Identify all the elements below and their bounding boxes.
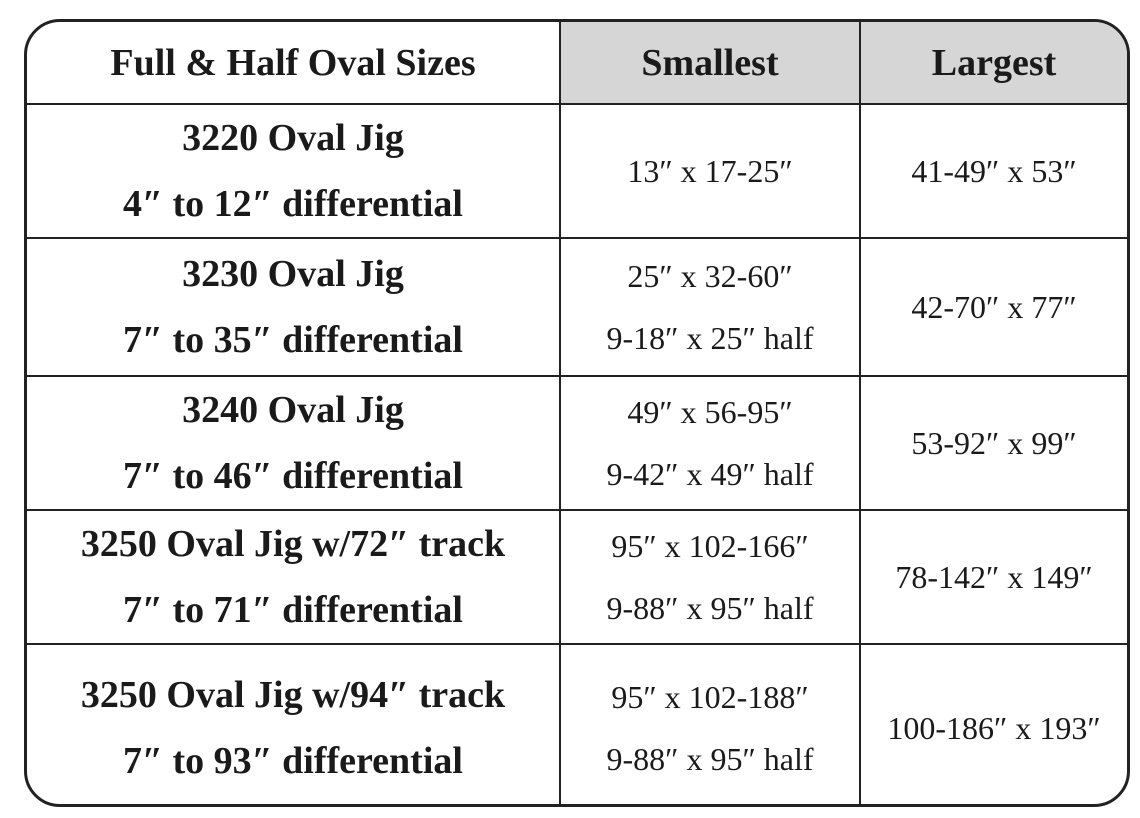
cell-line: 3250 Oval Jig w/72″ track [80, 523, 506, 565]
name-cell: 3230 Oval Jig 7″ to 35″ differential [27, 237, 561, 377]
cell-line: 13″ x 17-25″ [627, 153, 793, 189]
largest-cell: 53-92″ x 99″ [859, 375, 1127, 511]
largest-cell: 100-186″ x 193″ [859, 643, 1127, 804]
header-row: Full & Half Oval Sizes Smallest Largest [27, 22, 1127, 105]
table-row: 3220 Oval Jig 4″ to 12″ differential 13″ x… [27, 103, 1127, 239]
cell-line: 3220 Oval Jig [182, 117, 404, 159]
name-cell: 3240 Oval Jig 7″ to 46″ differential [27, 375, 561, 511]
table-row: 3240 Oval Jig 7″ to 46″ differential 49″ x… [27, 375, 1127, 511]
header-cell: Largest [859, 22, 1127, 105]
cell-line: 100-186″ x 193″ [887, 709, 1101, 746]
table-frame: Full & Half Oval Sizes Smallest Largest … [24, 19, 1130, 807]
cell-line: 53-92″ x 99″ [911, 425, 1077, 461]
cell-line: 78-142″ x 149″ [895, 559, 1093, 595]
cell-line: 7″ to 35″ differential [123, 319, 463, 361]
header-cell: Full & Half Oval Sizes [27, 22, 561, 105]
name-cell: 3250 Oval Jig w/94″ track 7″ to 93″ diffe… [27, 643, 561, 804]
cell-line: 25″ x 32-60″ [627, 258, 793, 294]
cell-line: 7″ to 46″ differential [123, 455, 463, 497]
header-cell: Smallest [559, 22, 861, 105]
cell-line: 41-49″ x 53″ [911, 153, 1077, 189]
cell-line: 9-88″ x 95″ half [606, 740, 814, 777]
smallest-cell: 25″ x 32-60″ 9-18″ x 25″ half [559, 237, 861, 377]
cell-line: 7″ to 71″ differential [123, 589, 463, 631]
largest-cell: 42-70″ x 77″ [859, 237, 1127, 377]
cell-line: 9-42″ x 49″ half [606, 456, 814, 492]
cell-line: 49″ x 56-95″ [627, 394, 793, 430]
cell-line: 3230 Oval Jig [182, 253, 404, 295]
cell-line: 95″ x 102-188″ [611, 678, 809, 715]
cell-line: 42-70″ x 77″ [911, 289, 1077, 325]
smallest-cell: 95″ x 102-166″ 9-88″ x 95″ half [559, 509, 861, 645]
cell-line: 3250 Oval Jig w/94″ track [80, 673, 506, 716]
smallest-cell: 49″ x 56-95″ 9-42″ x 49″ half [559, 375, 861, 511]
name-cell: 3250 Oval Jig w/72″ track 7″ to 71″ diffe… [27, 509, 561, 645]
table-row: 3250 Oval Jig w/72″ track 7″ to 71″ diffe… [27, 509, 1127, 645]
largest-cell: 41-49″ x 53″ [859, 103, 1127, 239]
cell-line: 9-88″ x 95″ half [606, 590, 814, 626]
largest-cell: 78-142″ x 149″ [859, 509, 1127, 645]
cell-line: 3240 Oval Jig [182, 389, 404, 431]
table-row: 3250 Oval Jig w/94″ track 7″ to 93″ diffe… [27, 643, 1127, 804]
cell-line: 95″ x 102-166″ [611, 528, 809, 564]
cell-line: 7″ to 93″ differential [123, 739, 463, 782]
size-table: Full & Half Oval Sizes Smallest Largest … [27, 22, 1127, 804]
table-row: 3230 Oval Jig 7″ to 35″ differential 25″ x… [27, 237, 1127, 377]
name-cell: 3220 Oval Jig 4″ to 12″ differential [27, 103, 561, 239]
cell-line: 4″ to 12″ differential [123, 183, 463, 225]
smallest-cell: 13″ x 17-25″ [559, 103, 861, 239]
smallest-cell: 95″ x 102-188″ 9-88″ x 95″ half [559, 643, 861, 804]
cell-line: 9-18″ x 25″ half [606, 320, 814, 356]
